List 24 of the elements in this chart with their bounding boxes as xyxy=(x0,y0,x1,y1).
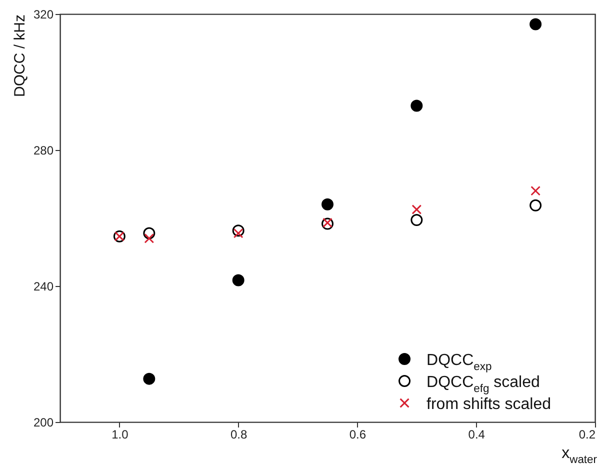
point xyxy=(143,227,156,240)
point xyxy=(410,100,423,112)
point xyxy=(143,372,156,385)
legend-label: from shifts scaled xyxy=(426,396,552,413)
point xyxy=(410,214,423,226)
y-tick-label: 240 xyxy=(33,280,54,294)
point xyxy=(530,199,542,212)
y-tick-label: 280 xyxy=(33,144,54,158)
point xyxy=(322,198,334,210)
point xyxy=(530,18,542,30)
y-axis-title: DQCC / kHz xyxy=(11,14,28,97)
point xyxy=(233,228,244,238)
y-tick-label: 200 xyxy=(33,416,54,430)
point xyxy=(232,274,244,286)
point xyxy=(144,233,154,244)
x-tick-label: 0.8 xyxy=(230,428,248,442)
x-tick-label: 1.0 xyxy=(112,428,129,442)
x-tick-label: 0.2 xyxy=(578,428,596,442)
point xyxy=(412,204,422,214)
x-tick-label: 0.6 xyxy=(349,428,366,442)
x-tick-label: 0.4 xyxy=(468,428,486,442)
point xyxy=(530,186,540,196)
point xyxy=(232,224,244,237)
y-tick-label: 320 xyxy=(33,8,54,22)
